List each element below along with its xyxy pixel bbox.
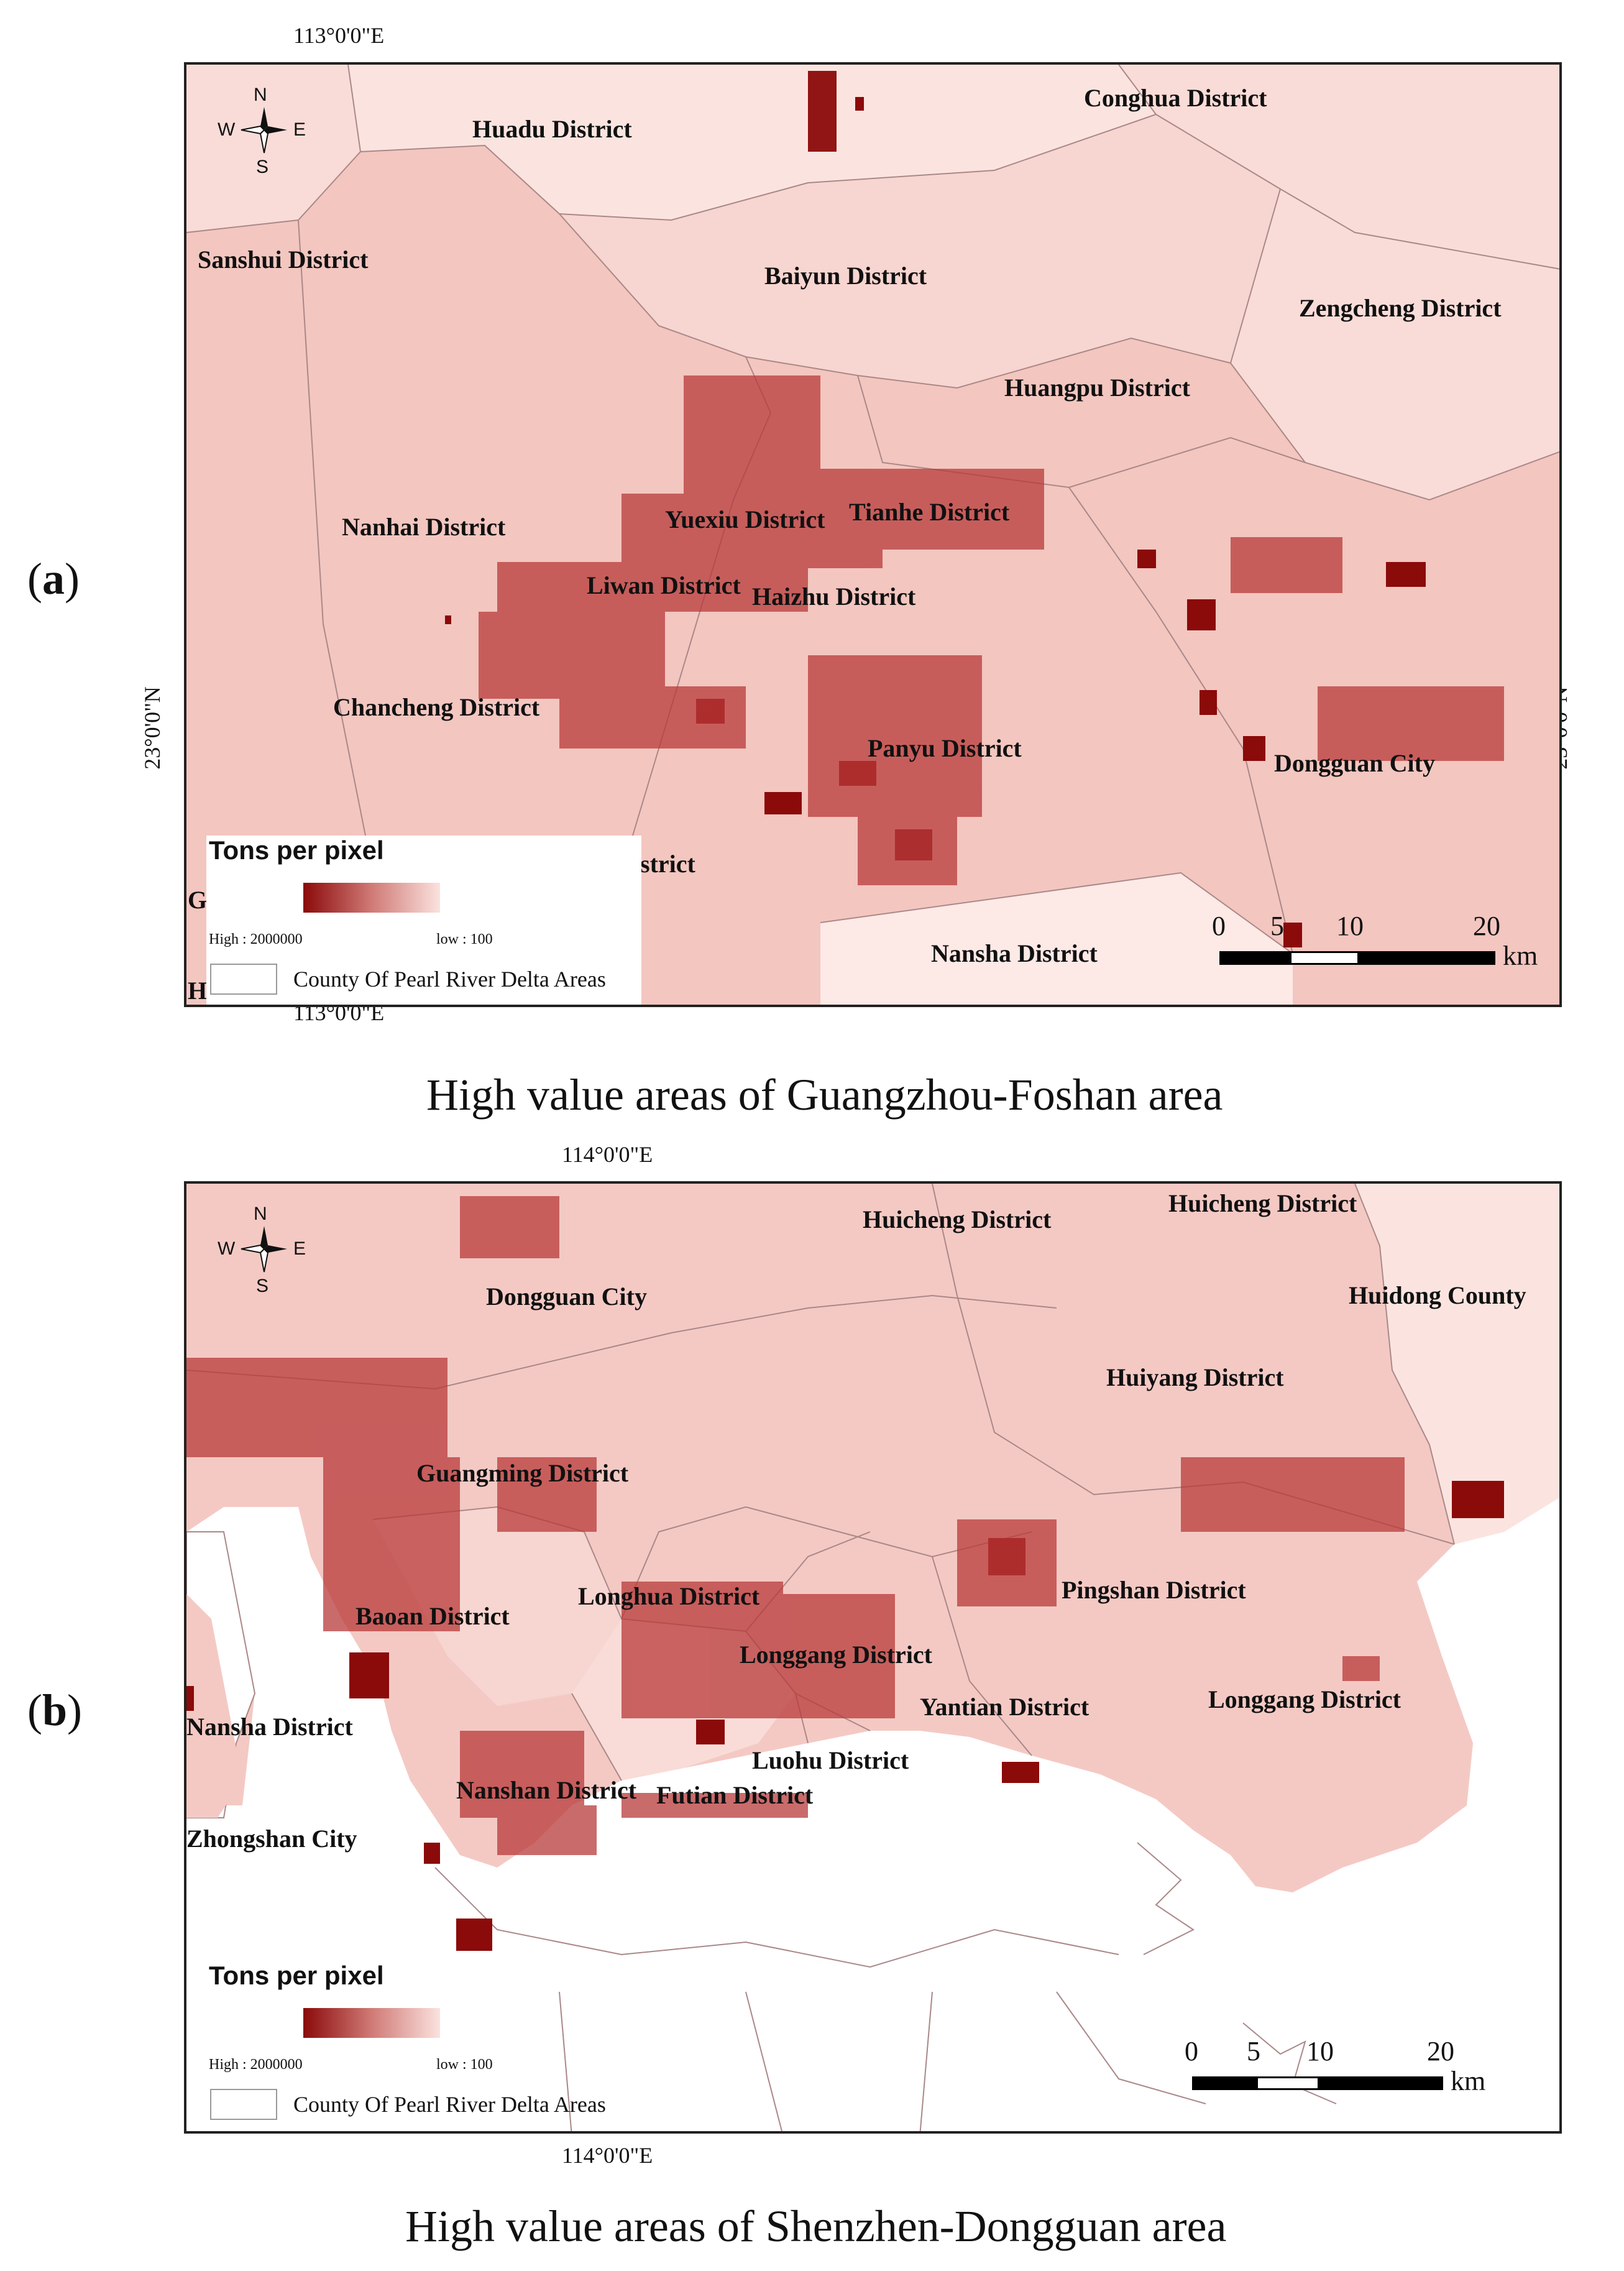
label-sanshui: Sanshui District [198,246,369,274]
legend-title: Tons per pixel [209,836,384,865]
legend-county: County Of Pearl River Delta Areas [293,2092,606,2117]
scale-tick-10: 10 [1306,2036,1334,2066]
legend-b: Tons per pixel High : 2000000 low : 100 … [206,1961,641,2131]
label-tianhe: Tianhe District [849,498,1010,526]
label-huiyang: Huiyang District [1106,1363,1284,1391]
label-huadu: Huadu District [472,115,632,143]
label-luohu: Luohu District [752,1746,909,1774]
caption-b: High value areas of Shenzhen-Dongguan ar… [405,2201,1227,2251]
label-conghua: Conghua District [1084,84,1267,112]
scale-tick-10: 10 [1336,911,1364,941]
scale-tick-20: 20 [1427,2036,1454,2066]
label-futian: Futian District [656,1781,814,1809]
legend-county-swatch [210,2089,277,2120]
scale-bar-a: 0 5 10 20 km [1212,904,1559,1003]
label-yantian: Yantian District [920,1693,1090,1721]
label-yuexiu: Yuexiu District [665,505,825,533]
scale-tick-20: 20 [1473,911,1500,941]
compass-icon [241,107,287,154]
label-huicheng-2: Huicheng District [1168,1189,1357,1217]
label-huidong: Huidong County [1349,1281,1526,1309]
label-huangpu: Huangpu District [1004,374,1190,402]
legend-title: Tons per pixel [209,1961,384,1990]
label-longhua: Longhua District [578,1582,760,1610]
label-nanshan: Nanshan District [456,1776,637,1804]
compass-rose-b: N S W E [218,1204,306,1296]
scale-tick-5: 5 [1247,2036,1260,2066]
panel-a-top-coord: 113°0'0"E [293,23,385,48]
legend-county-swatch [210,964,277,995]
legend-low: low : 100 [436,2057,493,2073]
legend-low: low : 100 [436,931,493,947]
label-liwan: Liwan District [587,571,741,599]
label-pingshan: Pingshan District [1062,1576,1246,1604]
heat-map-a [186,65,1559,1005]
label-baoan: Baoan District [356,1602,510,1630]
label-zengcheng: Zengcheng District [1299,294,1502,322]
label-shunde-partial: strict [640,850,695,878]
label-longgang-1: Longgang District [740,1641,932,1669]
scale-segment-2 [1256,2076,1319,2090]
legend-county: County Of Pearl River Delta Areas [293,967,606,992]
scale-unit: km [1503,941,1538,971]
scale-bar-b: 0 5 10 20 km [1185,2029,1557,2129]
scale-tick-0: 0 [1185,2036,1198,2066]
map-shenzhen-dongguan: N S W E Huicheng District Huicheng Distr… [184,1181,1562,2134]
label-g-partial: G [188,886,208,914]
panel-a-label: (a) [27,554,80,604]
label-baiyun: Baiyun District [764,262,927,290]
label-nansha: Nansha District [931,939,1098,967]
label-dongguan: Dongguan City [1274,749,1435,777]
panel-a-left-coord: 23°0'0"N [139,686,165,770]
scale-segment-3 [1357,951,1495,965]
label-dongguan: Dongguan City [486,1283,647,1311]
scale-segment-1 [1219,951,1291,965]
label-zhongshan: Zhongshan City [186,1825,357,1853]
panel-b-label: (b) [27,1685,83,1735]
scale-segment-1 [1192,2076,1258,2090]
scale-unit: km [1451,2066,1486,2096]
color-ramp [303,883,440,913]
scale-segment-3 [1318,2076,1443,2090]
color-ramp [303,2008,440,2038]
scale-tick-5: 5 [1270,911,1284,941]
label-panyu: Panyu District [868,734,1022,762]
legend-a: Tons per pixel High : 2000000 low : 100 … [206,836,641,1005]
heat-map-b [186,1184,1559,2131]
label-huicheng-1: Huicheng District [863,1205,1052,1233]
label-chancheng: Chancheng District [333,693,540,721]
compass-rose-a: N S W E [218,85,306,177]
scale-tick-0: 0 [1212,911,1226,941]
panel-b-bottom-coord: 114°0'0"E [562,2143,653,2168]
compass-icon [241,1226,287,1273]
label-haizhu: Haizhu District [752,583,916,610]
legend-high: High : 2000000 [209,931,303,947]
legend-high: High : 2000000 [209,2057,303,2073]
map-guangzhou-foshan: N S W E Huadu District Conghua District … [184,62,1562,1007]
label-nansha: Nansha District [186,1713,353,1741]
panel-b-top-coord: 114°0'0"E [562,1142,653,1167]
scale-segment-2 [1290,951,1359,965]
label-nanhai: Nanhai District [342,513,506,541]
label-longgang-2: Longgang District [1208,1685,1401,1713]
caption-a: High value areas of Guangzhou-Foshan are… [426,1070,1223,1120]
label-h-partial: H [188,977,208,1005]
label-guangming: Guangming District [416,1459,629,1487]
